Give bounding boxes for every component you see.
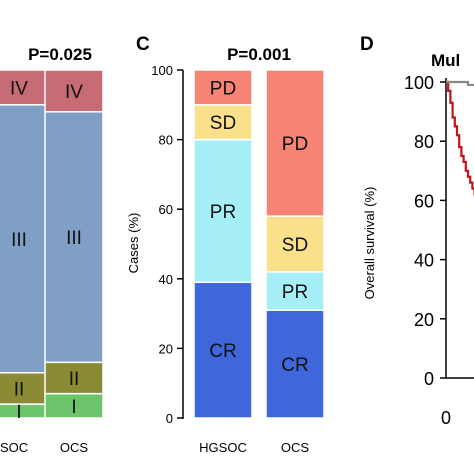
- bar-ocs-pd: [265, 69, 325, 217]
- category-label-hgsoc: HGSOC: [199, 440, 247, 455]
- c-ytick-label-100: 100: [151, 63, 173, 78]
- segment-label-ocs-i: I: [71, 397, 76, 418]
- d-ytick-label-100: 100: [404, 73, 434, 93]
- d-xtick-label-0: 0: [441, 408, 451, 428]
- c-ytick-label-0: 0: [166, 411, 173, 426]
- bar-hgsoc-iii: [0, 104, 49, 374]
- category-label-ocs: OCS: [281, 440, 310, 455]
- panel-b-title: P=0.025: [28, 45, 92, 64]
- panel-d-title: Mul: [431, 51, 460, 70]
- survival-curve-1: [446, 80, 474, 87]
- panel-d: D Mul Overall survival (%) 0 20 40 60 80 100 0: [360, 34, 474, 428]
- d-ytick-label-0: 0: [424, 369, 434, 389]
- bar-ocs-pr: [265, 271, 325, 311]
- d-ytick-label-60: 60: [414, 191, 434, 211]
- segment-label-hgsoc-i: I: [16, 402, 21, 423]
- panel-c-title: P=0.001: [227, 45, 291, 64]
- segment-label-ocs-pr: PR: [282, 282, 308, 303]
- segment-label-ocs-iv: IV: [65, 82, 83, 103]
- segment-label-ocs-pd: PD: [282, 134, 308, 155]
- panel-c: C P=0.001 Cases (%) 0 20 40 60 80 100 CR PR SD P…: [126, 34, 325, 455]
- panel-d-ylabel: Overall survival (%): [362, 187, 377, 300]
- segment-label-ocs-iii: III: [66, 228, 82, 249]
- bar-ocs-sd: [265, 215, 325, 273]
- d-ytick-label-40: 40: [414, 251, 434, 271]
- panel-c-ylabel: Cases (%): [126, 213, 141, 274]
- segment-label-hgsoc-iii: III: [11, 230, 27, 251]
- segment-label-hgsoc-iv: IV: [10, 78, 28, 99]
- category-label-hgsoc: SOC: [0, 440, 28, 455]
- segment-label-hgsoc-sd: SD: [210, 113, 236, 134]
- segment-label-hgsoc-pr: PR: [210, 202, 236, 223]
- segment-label-hgsoc-pd: PD: [210, 78, 236, 99]
- d-ytick-label-20: 20: [414, 310, 434, 330]
- c-ytick-label-60: 60: [159, 202, 173, 217]
- segment-label-ocs-ii: II: [69, 369, 80, 390]
- d-ytick-label-80: 80: [414, 132, 434, 152]
- c-ytick-label-80: 80: [159, 133, 173, 148]
- bar-hgsoc-pd: [193, 69, 253, 106]
- panel-c-letter: C: [136, 34, 150, 55]
- bar-ocs-iv: [44, 69, 104, 113]
- bar-hgsoc-sd: [193, 104, 253, 141]
- c-ytick-label-40: 40: [159, 272, 173, 287]
- c-ytick-label-20: 20: [159, 341, 173, 356]
- category-label-ocs: OCS: [60, 440, 89, 455]
- survival-curve-0: [446, 80, 474, 196]
- segment-label-hgsoc-ii: II: [14, 379, 25, 400]
- segment-label-ocs-cr: CR: [281, 355, 308, 376]
- panel-d-letter: D: [360, 34, 374, 55]
- segment-label-hgsoc-cr: CR: [209, 341, 236, 362]
- bar-hgsoc-cr: [193, 281, 253, 419]
- bar-hgsoc-i: [0, 403, 49, 419]
- bar-ocs-i: [44, 392, 104, 419]
- segment-label-ocs-sd: SD: [282, 235, 308, 256]
- bar-hgsoc-pr: [193, 138, 253, 284]
